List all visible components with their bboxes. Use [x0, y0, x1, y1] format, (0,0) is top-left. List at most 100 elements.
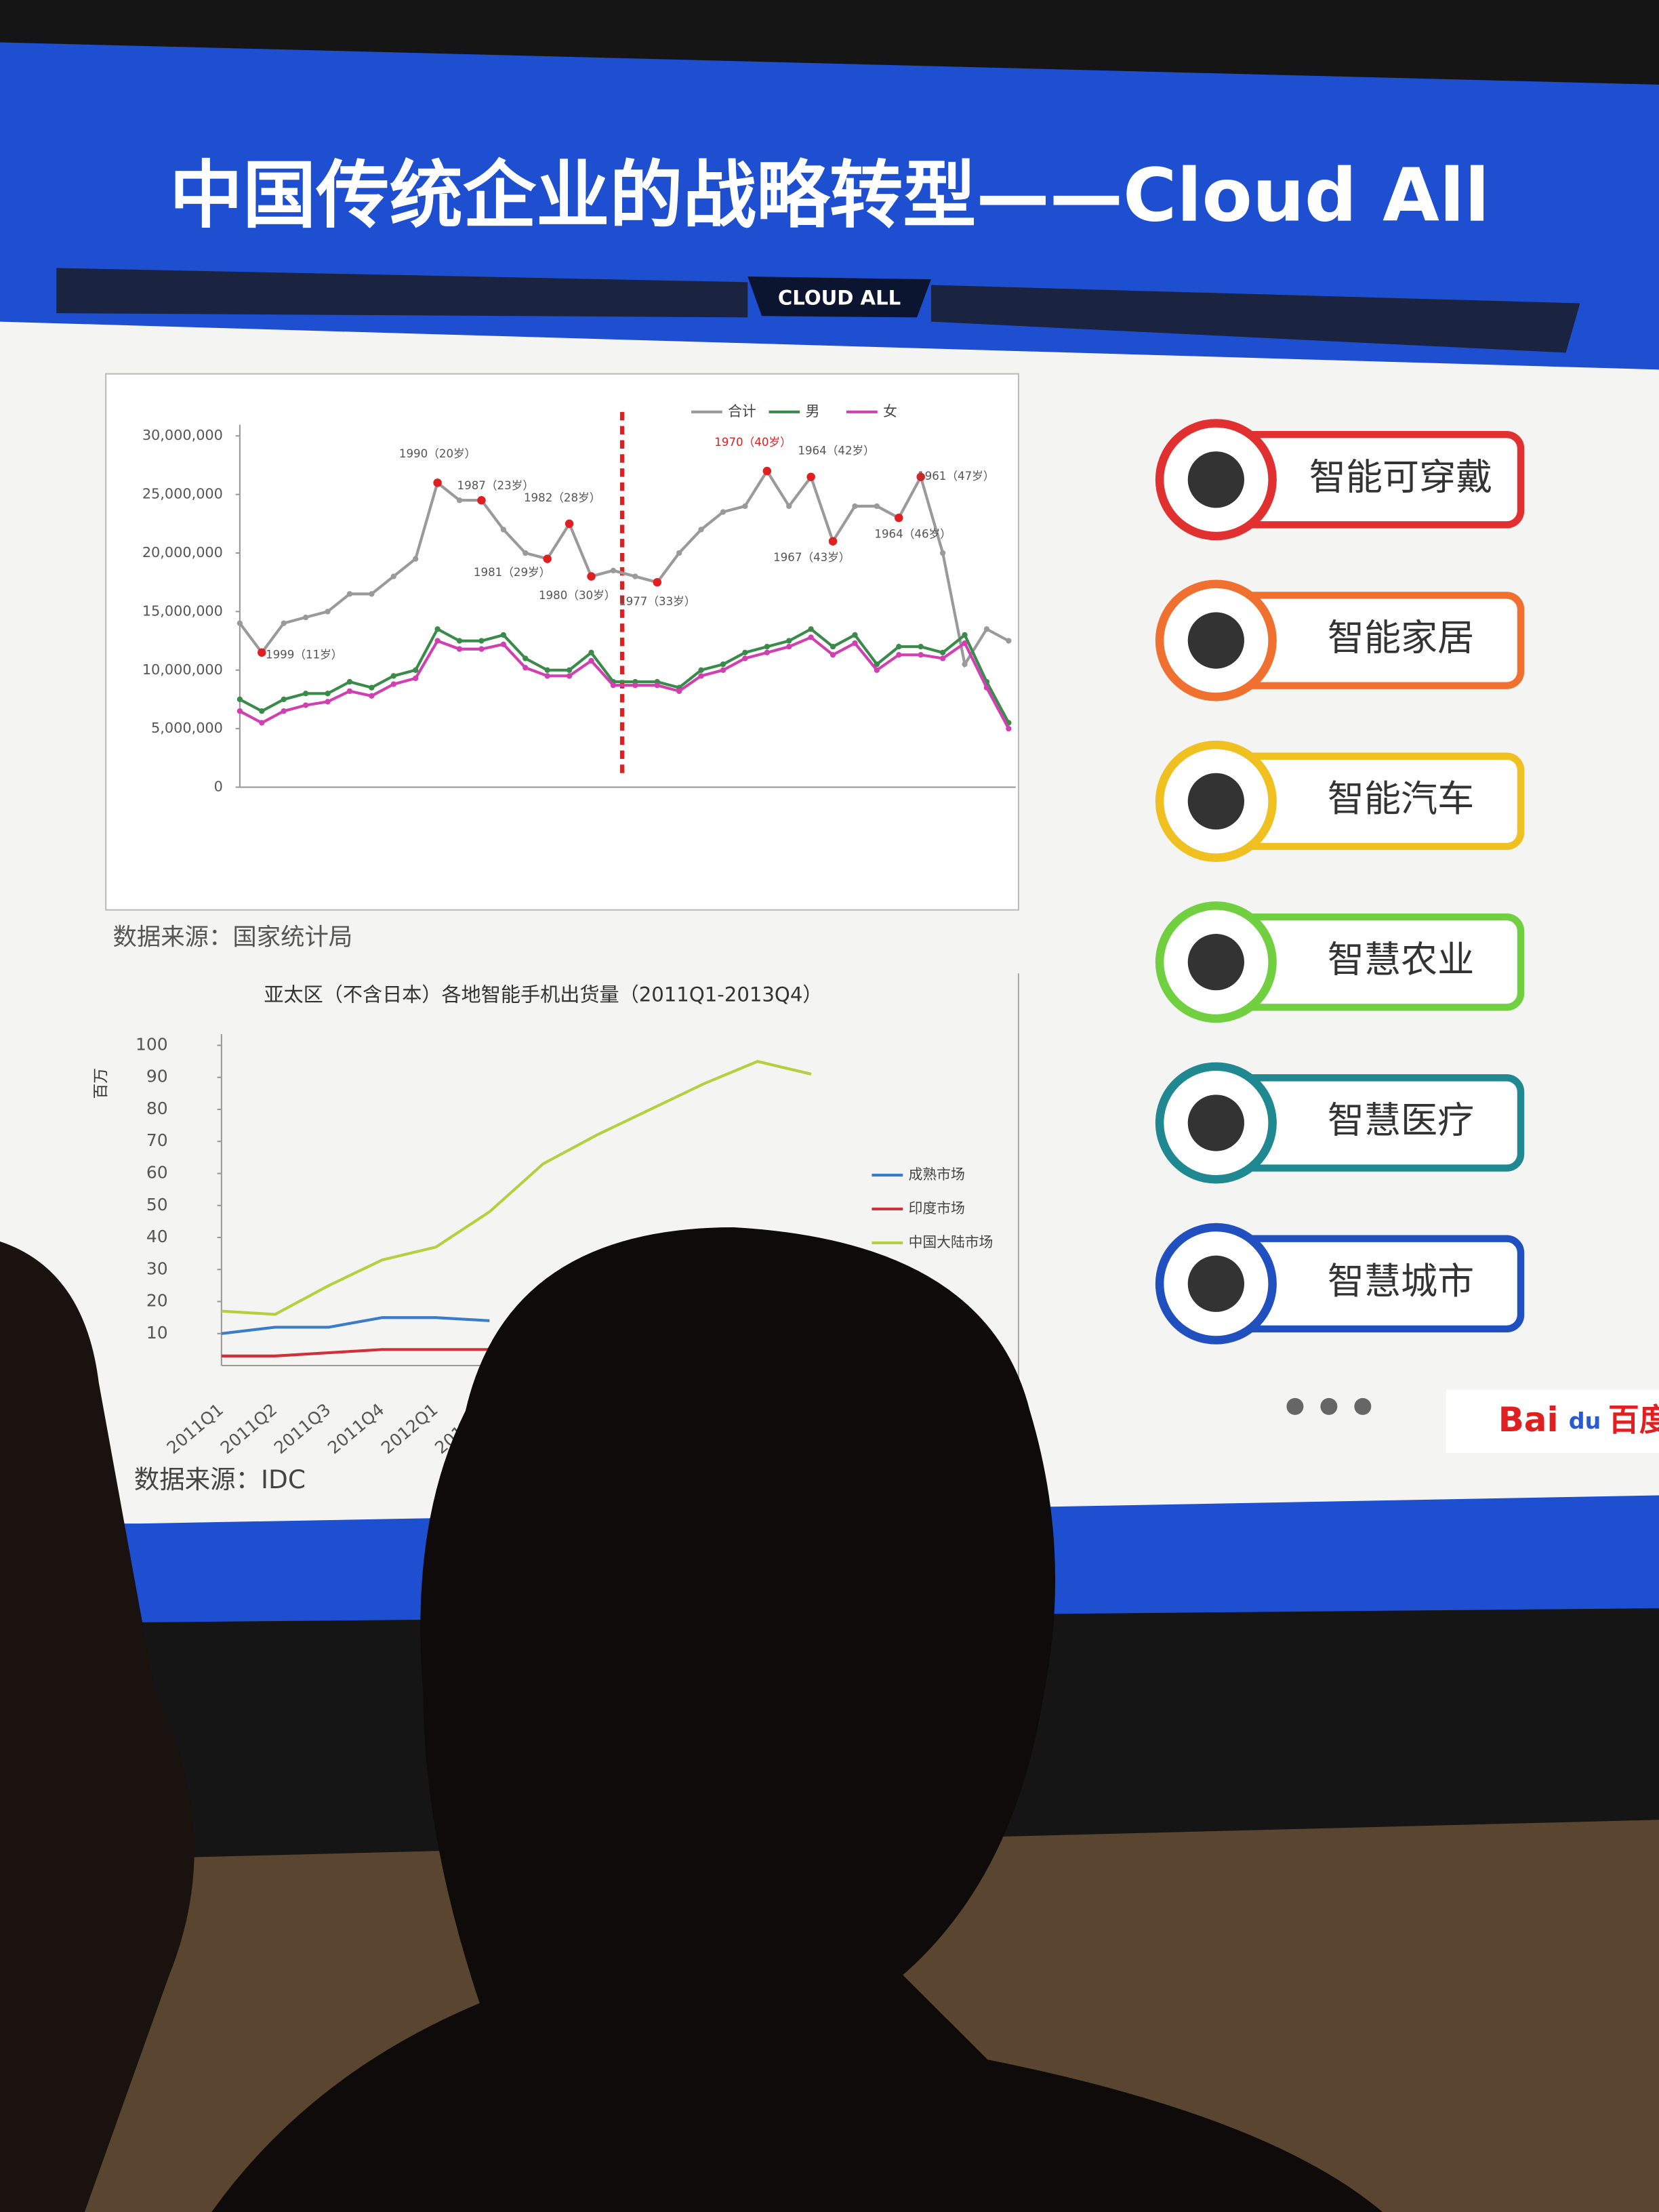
annotation-marker: [653, 577, 661, 587]
point: [962, 661, 968, 668]
icon: [1187, 612, 1244, 669]
series-line: [221, 1060, 812, 1316]
badge: CLOUD ALL: [778, 286, 901, 309]
point: [918, 644, 924, 650]
y-tick-label: 0: [214, 779, 223, 795]
point: [302, 614, 309, 621]
point: [434, 638, 441, 644]
point: [786, 503, 792, 510]
y-tick-label: 10,000,000: [142, 661, 223, 678]
point: [808, 626, 814, 632]
annotation-marker: [587, 572, 596, 581]
point: [369, 591, 375, 597]
point: [742, 649, 748, 656]
point: [523, 550, 529, 556]
annotation: 1980（30岁）: [539, 589, 615, 602]
y-tick-label: 5,000,000: [151, 720, 223, 736]
y-tick-label: 30: [146, 1258, 168, 1278]
series-line: [221, 1316, 490, 1335]
button-label: 智能可穿戴: [1309, 455, 1493, 498]
annotation-marker: [828, 537, 838, 546]
icon: [1187, 1255, 1244, 1312]
badge-shape: [747, 276, 931, 318]
point: [918, 652, 924, 658]
point: [698, 667, 704, 673]
y-tick-label: 60: [146, 1163, 168, 1183]
legend-label: 合计: [728, 403, 756, 419]
dot: [1286, 1397, 1304, 1415]
logo-text: 百度: [1608, 1401, 1659, 1438]
annotation: 1990（20岁）: [399, 447, 476, 460]
point: [523, 665, 529, 671]
point: [281, 696, 287, 703]
point: [237, 620, 243, 626]
annotation-marker: [258, 648, 266, 657]
point: [764, 644, 770, 650]
annotation-marker: [806, 472, 815, 481]
point: [808, 634, 814, 640]
point: [456, 638, 463, 644]
y-tick-label: 70: [146, 1130, 168, 1150]
annotation: 1987（23岁）: [457, 479, 534, 492]
series-line: [239, 636, 1010, 730]
point: [259, 720, 265, 726]
point: [544, 667, 550, 673]
annotation: 1977（33岁）: [619, 595, 695, 608]
point: [610, 567, 617, 574]
point: [523, 655, 529, 661]
icon: [1187, 934, 1244, 991]
point: [786, 644, 792, 650]
dot: [1354, 1397, 1372, 1415]
point: [237, 696, 243, 703]
point: [962, 640, 968, 647]
annotation: 1961（47岁）: [918, 470, 994, 483]
annotation: 1967（43岁）: [773, 551, 850, 564]
annotation-marker: [916, 472, 925, 481]
point: [983, 684, 990, 691]
point: [325, 691, 331, 697]
annotation-marker: [433, 478, 442, 487]
source: 数据来源：IDC: [134, 1465, 306, 1494]
point: [983, 626, 990, 632]
point: [346, 591, 353, 597]
point: [390, 681, 396, 687]
legend-label: 女: [883, 403, 897, 419]
annotation-marker: [565, 519, 574, 529]
point: [852, 632, 858, 638]
point: [720, 509, 726, 515]
series-line: [239, 627, 1010, 724]
annotation-marker: [543, 554, 552, 563]
point: [874, 503, 880, 510]
point: [478, 646, 485, 652]
legend-label: 男: [806, 403, 820, 419]
point: [413, 667, 419, 673]
silhouette-head: [211, 1227, 1383, 2212]
point: [281, 620, 287, 626]
point: [259, 708, 265, 714]
point: [939, 655, 946, 661]
banner-left: [56, 268, 748, 318]
annotation: 1964（42岁）: [798, 445, 874, 457]
point: [390, 673, 396, 679]
point: [369, 684, 375, 691]
point: [698, 673, 704, 679]
annotation-marker: [477, 496, 486, 505]
point: [1006, 638, 1012, 644]
annotation: 1981（29岁）: [474, 566, 550, 579]
legend-label: 成熟市场: [909, 1166, 965, 1183]
y-tick-label: 40: [146, 1227, 168, 1246]
button-label: 智能汽车: [1328, 777, 1474, 820]
button-label: 智慧农业: [1328, 938, 1474, 981]
point: [874, 661, 880, 668]
point: [237, 708, 243, 714]
point: [413, 556, 419, 562]
point: [830, 644, 836, 650]
point: [742, 655, 748, 661]
annotation: 1982（28岁）: [524, 491, 600, 504]
annotation: 1999（11岁）: [266, 649, 342, 661]
annotation-marker: [895, 513, 903, 523]
y-tick-label: 15,000,000: [142, 602, 223, 619]
series-line: [221, 1348, 490, 1357]
